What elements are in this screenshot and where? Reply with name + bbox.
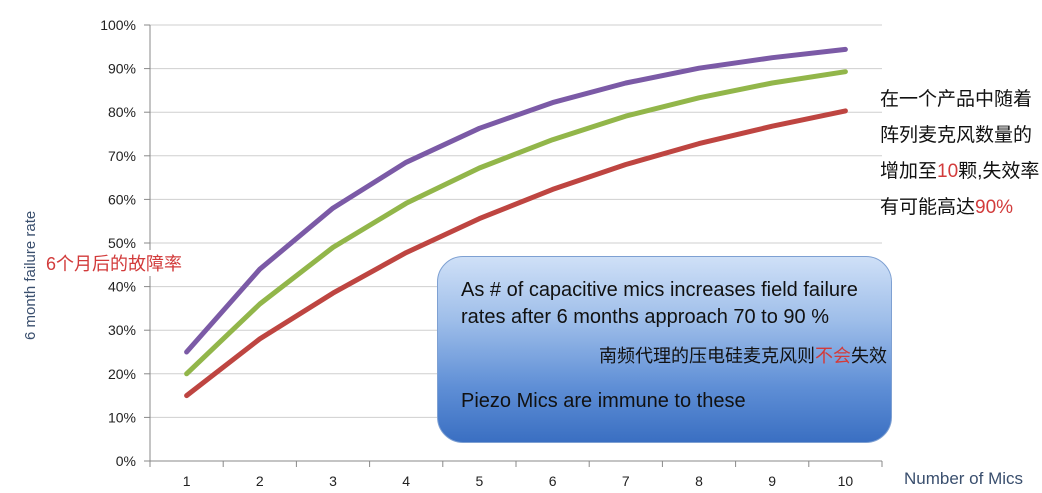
chinese-y-annotation: 6个月后的故障率 <box>46 250 183 276</box>
series-line-3 <box>184 108 848 399</box>
note-text-a: 在一个产品中随着阵列麦克风数量的增加至 <box>880 89 1033 182</box>
callout-text-2: Piezo Mics are immune to these <box>461 390 746 412</box>
x-axis-label: Number of Mics <box>904 469 1024 488</box>
y-axis-label: 6 month failure rate <box>22 210 39 340</box>
series-line-2 <box>184 69 848 377</box>
series-lines <box>184 46 848 399</box>
y-tick-labels: 0% 10% 20% 30% 40% 50% 60% 70% 80% 90% 100% <box>100 17 136 469</box>
y-tick-label: 50% <box>108 235 136 251</box>
note-text-b: 颗,失效率有可能高达 <box>880 161 1040 218</box>
piezo-text-a: 南频代理的压电硅麦克风则 <box>599 346 815 366</box>
y-tick-label: 40% <box>108 279 136 295</box>
x-tick-label: 4 <box>402 473 410 489</box>
x-tick-label: 10 <box>838 473 854 489</box>
y-tick-label: 20% <box>108 366 136 382</box>
series-line-1 <box>184 46 848 355</box>
y-tick-label: 30% <box>108 322 136 338</box>
y-tick-label: 70% <box>108 148 136 164</box>
y-tick-label: 100% <box>100 17 136 33</box>
x-tick-label: 3 <box>329 473 337 489</box>
piezo-text-red: 不会 <box>815 346 851 366</box>
x-tick-label: 8 <box>695 473 703 489</box>
callout-box: As # of capacitive mics increases field … <box>437 256 892 443</box>
note-red-percent: 90% <box>975 197 1014 218</box>
piezo-text-b: 失效 <box>851 346 887 366</box>
y-tick-label: 10% <box>108 409 136 425</box>
x-tick-label: 9 <box>768 473 776 489</box>
x-tick-label: 2 <box>256 473 264 489</box>
chinese-note: 在一个产品中随着阵列麦克风数量的增加至10颗,失效率有可能高达90% <box>880 82 1040 226</box>
x-tick-label: 1 <box>183 473 191 489</box>
y-tick-label: 60% <box>108 191 136 207</box>
x-tick-labels: 1 2 3 4 5 6 7 8 9 10 <box>149 461 883 489</box>
x-tick-label: 5 <box>476 473 484 489</box>
x-tick-label: 6 <box>549 473 557 489</box>
note-red-count: 10 <box>937 161 959 182</box>
piezo-chinese-note: 南频代理的压电硅麦克风则不会失效 <box>599 342 887 368</box>
y-tick-label: 90% <box>108 61 136 77</box>
y-tick-label: 80% <box>108 104 136 120</box>
callout-text-1: As # of capacitive mics increases field … <box>461 279 858 328</box>
x-tick-label: 7 <box>622 473 630 489</box>
y-tick-label: 0% <box>116 453 136 469</box>
